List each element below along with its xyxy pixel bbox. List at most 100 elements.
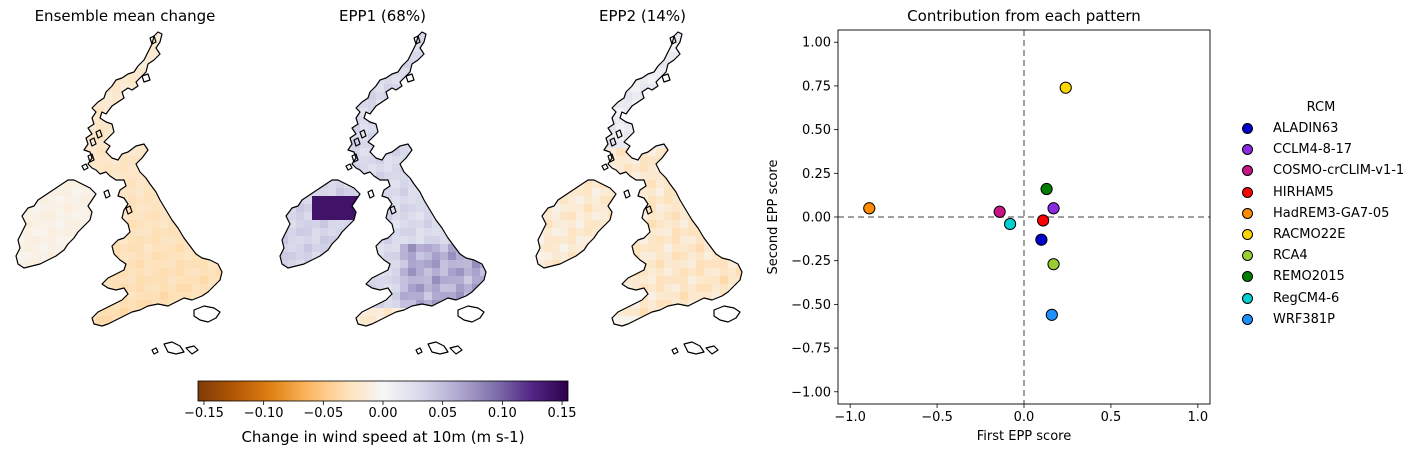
map-cell bbox=[280, 100, 281, 109]
map-cell bbox=[216, 356, 225, 365]
map-cell bbox=[112, 68, 121, 77]
map-cell bbox=[544, 284, 553, 293]
map-cell bbox=[128, 132, 137, 141]
map-cell bbox=[592, 140, 601, 149]
map-cell bbox=[696, 60, 705, 69]
map-cell bbox=[552, 244, 561, 253]
map-cell bbox=[736, 300, 742, 309]
map-cell bbox=[160, 52, 169, 61]
map-cell bbox=[176, 276, 185, 285]
map-cell bbox=[88, 36, 97, 45]
map-cell bbox=[408, 348, 417, 357]
map-cell bbox=[456, 260, 465, 269]
map-cell bbox=[56, 300, 65, 309]
map-cell bbox=[72, 340, 81, 349]
map-cell bbox=[608, 140, 617, 149]
map-cell bbox=[640, 140, 649, 149]
map-cell bbox=[456, 364, 465, 370]
map-cell bbox=[400, 212, 409, 221]
map-cell bbox=[184, 124, 193, 133]
map-cell bbox=[600, 124, 609, 133]
map-cell bbox=[72, 236, 81, 245]
map-cell bbox=[560, 164, 569, 173]
map-cell bbox=[152, 284, 161, 293]
map-cell bbox=[192, 276, 201, 285]
x-axis-label: First EPP score bbox=[977, 429, 1071, 444]
map-cell bbox=[552, 236, 561, 245]
point-wrf381p bbox=[1045, 308, 1058, 321]
map-cell bbox=[696, 68, 705, 77]
map-cell bbox=[592, 124, 601, 133]
map-cell bbox=[712, 348, 721, 357]
map-cell bbox=[320, 148, 329, 157]
point-cosmo-crclim-v1-1 bbox=[993, 205, 1006, 218]
map-cell bbox=[224, 324, 233, 333]
map-cell bbox=[680, 100, 689, 109]
map-cell bbox=[296, 116, 305, 125]
map-cell bbox=[608, 300, 617, 309]
map-cell bbox=[144, 148, 153, 157]
map-cell bbox=[280, 196, 281, 205]
map-cell bbox=[16, 260, 25, 269]
map-cell bbox=[672, 276, 681, 285]
map-cell bbox=[136, 188, 145, 197]
map-cell bbox=[336, 108, 345, 117]
map-cell bbox=[168, 356, 177, 365]
map-cell bbox=[336, 252, 345, 261]
map-cell bbox=[72, 212, 81, 221]
map-cell bbox=[280, 284, 289, 293]
map-cell bbox=[64, 228, 73, 237]
map-cell bbox=[296, 332, 305, 341]
map-cell bbox=[728, 156, 737, 165]
map-cell bbox=[584, 68, 593, 77]
map-cell bbox=[640, 188, 649, 197]
map-cell bbox=[744, 300, 753, 309]
map-cell bbox=[704, 116, 713, 125]
map-cell bbox=[192, 228, 201, 237]
map-cell bbox=[320, 32, 329, 37]
map-cell bbox=[744, 252, 753, 261]
map-cell bbox=[624, 156, 633, 165]
map-cell bbox=[360, 148, 369, 157]
map-cell bbox=[16, 132, 25, 141]
map-cell bbox=[312, 180, 321, 189]
map-cell bbox=[96, 252, 105, 261]
map-cell bbox=[752, 348, 760, 357]
map-cell bbox=[80, 356, 89, 365]
map-cell bbox=[152, 332, 161, 341]
map-cell bbox=[112, 84, 121, 93]
map-cell bbox=[536, 196, 537, 205]
map-cell bbox=[456, 156, 465, 165]
map-cell bbox=[352, 36, 361, 45]
map-cell bbox=[720, 332, 729, 341]
map-cell bbox=[128, 364, 137, 370]
map-cell bbox=[296, 236, 305, 245]
map-cell bbox=[40, 292, 49, 301]
map-cell bbox=[304, 356, 313, 365]
map-cell bbox=[112, 356, 121, 365]
map-cell bbox=[752, 276, 760, 285]
map-cell bbox=[352, 148, 361, 157]
map-cell bbox=[280, 284, 281, 293]
map-cell bbox=[168, 332, 177, 341]
map-cell bbox=[184, 268, 193, 277]
map-cell bbox=[736, 324, 742, 326]
map-cell bbox=[632, 140, 641, 149]
map-cell bbox=[352, 92, 361, 101]
map-cell bbox=[104, 32, 113, 37]
map-cell bbox=[464, 108, 473, 117]
map-cell bbox=[592, 276, 601, 285]
map-cell bbox=[184, 188, 193, 197]
map-cell bbox=[488, 228, 497, 237]
map-cell bbox=[600, 76, 609, 85]
map-cell bbox=[336, 212, 345, 221]
map-cell bbox=[392, 116, 401, 125]
map-cell bbox=[664, 116, 673, 125]
map-cell bbox=[616, 36, 625, 45]
map-cell bbox=[32, 204, 41, 213]
map-cell bbox=[600, 100, 609, 109]
map-cell bbox=[232, 164, 240, 173]
legend-label: HadREM3-GA7-05 bbox=[1273, 205, 1390, 221]
map-cell bbox=[472, 276, 481, 285]
map-cell bbox=[688, 284, 697, 293]
